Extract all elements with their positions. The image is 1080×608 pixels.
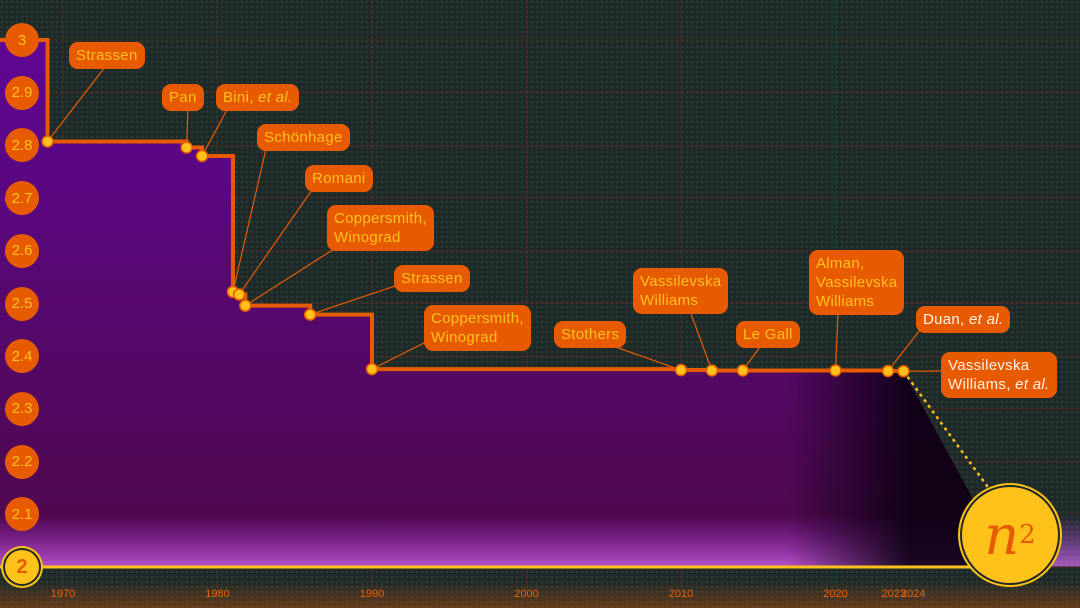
data-point[interactable] [829, 364, 842, 377]
label-text: Bini, [223, 89, 259, 106]
point-label: Strassen [69, 42, 145, 69]
y-tick-label: 3 [5, 23, 39, 57]
label-text: Stothers [561, 326, 620, 343]
data-point[interactable] [897, 364, 910, 378]
label-text: Vassilevska [948, 357, 1030, 374]
point-label: Strassen [394, 265, 470, 292]
label-et-al: et al. [258, 89, 293, 106]
x-tick-label: 1990 [359, 588, 385, 600]
label-text: Schönhage [264, 129, 343, 146]
label-text: Le Gall [743, 326, 793, 343]
point-label: Pan [162, 84, 204, 111]
point-label: Stothers [554, 321, 627, 348]
point-label: Alman, Vassilevska Williams [809, 250, 905, 315]
label-text: Coppersmith, [334, 210, 427, 227]
leader-line [238, 189, 313, 295]
leader-line [609, 344, 682, 371]
point-label: Le Gall [736, 321, 800, 348]
leader-line [47, 66, 106, 142]
data-point[interactable] [303, 308, 317, 321]
label-text: Coppersmith, [431, 310, 524, 327]
data-point[interactable] [365, 362, 379, 376]
label-text: Williams [816, 293, 875, 310]
label-text: Pan [169, 89, 197, 106]
label-text: Alman, [816, 255, 865, 272]
label-text: Winograd [431, 329, 498, 346]
label-text: Williams, [948, 376, 1016, 393]
data-point[interactable] [239, 299, 252, 312]
y-tick-label: 2.9 [5, 75, 39, 110]
y-tick-label: 2.2 [5, 444, 39, 479]
x-tick-label: 2024 [901, 588, 926, 600]
leader-line [887, 329, 921, 372]
label-et-al: et al. [969, 311, 1004, 328]
label-et-al: et al. [1015, 376, 1050, 393]
label-text: Williams [640, 292, 699, 309]
y-tick-label: 2.5 [5, 286, 39, 321]
bottom-glow [0, 580, 1080, 608]
point-label: Coppersmith, Winograd [424, 305, 531, 351]
data-point[interactable] [232, 288, 246, 301]
data-point[interactable] [41, 135, 54, 148]
target-base: n [984, 503, 1020, 567]
point-label: Coppersmith, Winograd [327, 205, 434, 251]
label-text: Winograd [334, 229, 401, 246]
x-tick-label: 2000 [514, 588, 539, 600]
point-label: Romani [305, 165, 373, 192]
data-point[interactable] [881, 364, 895, 378]
data-point[interactable] [705, 364, 719, 377]
x-tick-label: 2020 [823, 588, 848, 600]
leader-line [834, 314, 839, 371]
target-exponent: 2 [1019, 520, 1036, 550]
y-tick-label: 2.3 [5, 391, 39, 426]
leader-line [371, 339, 431, 370]
y-tick-label: 2.7 [5, 181, 39, 216]
point-label: Duan, et al. [916, 306, 1011, 333]
label-text: Strassen [76, 47, 138, 64]
y-tick-label: 2.8 [5, 128, 39, 163]
point-label: Bini, et al. [216, 84, 300, 111]
data-point[interactable] [736, 364, 750, 377]
y-tick-label: 2.6 [5, 233, 39, 268]
leader-line [232, 148, 267, 293]
x-tick-label: 1970 [50, 588, 76, 600]
leader-line [310, 284, 399, 316]
point-label: Vassilevska Williams, et al. [941, 352, 1057, 398]
label-text: Strassen [401, 270, 463, 287]
leader-line [201, 107, 229, 157]
label-text: Duan, [923, 311, 969, 328]
y-tick-label: 2 [5, 550, 39, 584]
data-point[interactable] [195, 149, 209, 163]
point-label: Schönhage [257, 124, 350, 151]
label-text: Romani [312, 170, 366, 187]
label-text: Vassilevska [640, 273, 722, 290]
point-label: Vassilevska Williams [633, 268, 729, 314]
leader-line [689, 310, 713, 371]
label-text: Vassilevska [816, 274, 898, 291]
area-fade [0, 40, 1010, 567]
x-tick-label: 2010 [668, 588, 694, 600]
leader-line [244, 248, 335, 307]
x-tick-label: 2023 [881, 588, 907, 600]
data-point[interactable] [674, 363, 688, 377]
x-tick-label: 1980 [205, 588, 230, 600]
y-tick-label: 2.4 [5, 339, 39, 374]
data-point[interactable] [180, 141, 193, 154]
y-tick-label: 2.1 [5, 497, 39, 532]
